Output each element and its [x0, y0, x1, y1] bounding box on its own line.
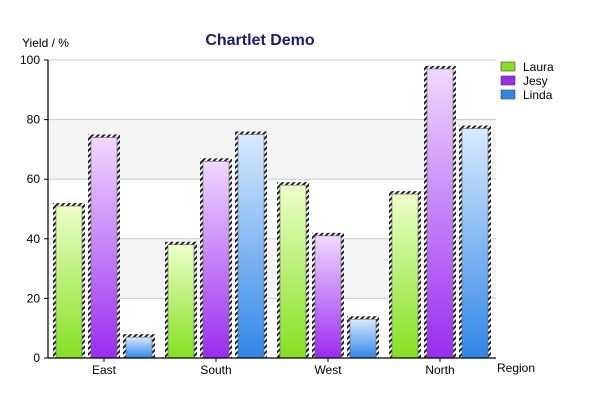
bar-laura-east [53, 203, 85, 359]
tick-labels: 0 20 40 60 80 100 East South West North [20, 53, 455, 377]
bar [391, 193, 419, 359]
bar [461, 128, 489, 359]
legend-swatch [500, 75, 516, 86]
grid-band [48, 238, 496, 299]
bar [202, 161, 230, 359]
bar-linda-north [459, 125, 491, 359]
bar-laura-south [165, 241, 197, 359]
plot-area [48, 60, 496, 358]
bar-linda-east [123, 334, 155, 359]
y-tick-label: 80 [27, 113, 41, 127]
bar [349, 318, 377, 359]
bar-jesy-north [424, 65, 456, 359]
bar-jesy-east [88, 134, 120, 359]
bar-linda-south [235, 131, 267, 359]
bar-laura-west [277, 182, 309, 359]
x-axis-label: Region [497, 361, 535, 375]
x-tick-label: East [92, 363, 117, 377]
legend-label: Jesy [523, 74, 548, 88]
y-tick-label: 0 [33, 351, 40, 365]
bar [55, 205, 83, 359]
bar [426, 68, 454, 359]
x-tick-label: South [200, 363, 231, 377]
legend-item-laura: Laura [500, 60, 554, 74]
bar-linda-west [347, 316, 379, 359]
bar [167, 244, 195, 359]
bar-jesy-south [200, 158, 232, 359]
grid-lines [48, 59, 496, 299]
legend-label: Linda [523, 88, 553, 102]
chart-title: Chartlet Demo [205, 32, 315, 49]
x-tick-label: West [314, 363, 342, 377]
bar-jesy-west [312, 232, 344, 359]
legend-swatch [500, 89, 516, 100]
bars-layer [53, 65, 491, 359]
bar [125, 336, 153, 359]
y-axis-label: Yield / % [22, 36, 69, 50]
y-tick-label: 40 [27, 232, 41, 246]
x-tick-label: North [425, 363, 454, 377]
bar [314, 235, 342, 359]
bar [90, 137, 118, 359]
bar-laura-north [389, 191, 421, 359]
legend-item-jesy: Jesy [500, 74, 548, 88]
grid-band [48, 119, 496, 180]
bar [279, 184, 307, 359]
y-tick-label: 100 [20, 53, 40, 67]
legend-label: Laura [523, 60, 554, 74]
axes [44, 59, 496, 362]
bar [237, 134, 265, 359]
legend-item-linda: Linda [500, 88, 553, 102]
y-tick-label: 60 [27, 172, 41, 186]
y-tick-label: 20 [27, 291, 41, 305]
legend-swatch [500, 61, 516, 72]
